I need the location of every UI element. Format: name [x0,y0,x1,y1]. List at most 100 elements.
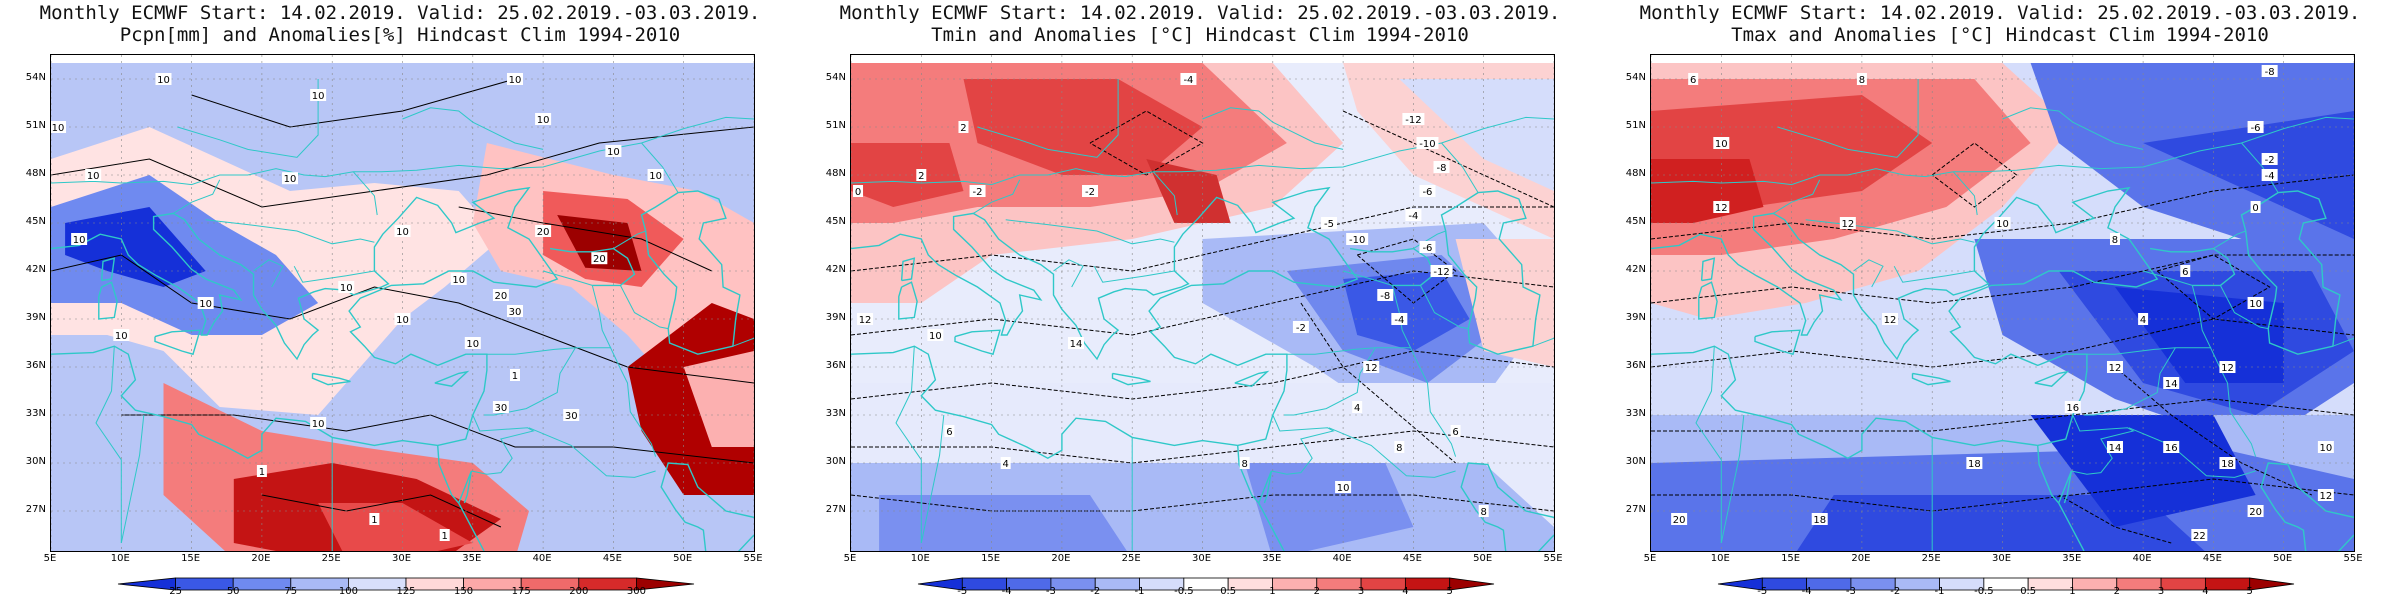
coastline [640,190,741,355]
contour-label: 10 [1713,137,1730,150]
svg-text:16: 16 [2165,443,2178,454]
contour-line [51,126,754,208]
contour-label: 10 [197,297,214,310]
contour-label: 6 [944,425,955,438]
country-border [1773,179,1821,214]
contour-label: -12 [1402,113,1425,126]
colorbar-cell [1894,577,1940,591]
svg-text:-12: -12 [1433,267,1449,278]
svg-text:8: 8 [2112,235,2118,246]
colorbar-label: -1 [1134,586,1145,597]
contour-label: 4 [2138,313,2149,326]
coastline [1258,470,1273,504]
svg-text:22: 22 [2193,531,2206,542]
contour-label: 10 [450,273,467,286]
contour-label: 8 [1856,73,1867,86]
colorbar-cell [1050,577,1096,591]
lon-tick-label: 25E [321,553,341,564]
svg-text:30: 30 [565,411,578,422]
colorbar-svg [117,577,695,591]
svg-text:1: 1 [371,515,377,526]
country-border [2219,285,2269,330]
contour-label: 0 [2250,201,2261,214]
panel-title-line1: Monthly ECMWF Start: 14.02.2019. Valid: … [1639,2,2361,24]
colorbar-svg [1717,577,2295,591]
svg-text:10: 10 [1996,219,2009,230]
coastline [51,186,559,459]
coastline [100,257,116,282]
country-border [610,347,657,457]
lon-tick-label: 5E [1643,553,1657,564]
country-border [641,142,679,193]
svg-text:10: 10 [396,227,409,238]
contour-label: 16 [2163,441,2180,454]
svg-text:10: 10 [199,299,212,310]
svg-text:2: 2 [918,171,924,182]
svg-text:6: 6 [1452,427,1458,438]
svg-text:2: 2 [960,123,966,134]
colorbar-cell [2116,577,2162,591]
lon-tick-label: 20E [1051,553,1071,564]
colorbar-label: -3 [1845,586,1856,597]
contour-label: 10 [282,172,299,185]
country-border [1532,337,1554,347]
svg-text:12: 12 [2109,363,2122,374]
svg-text:10: 10 [537,115,550,126]
svg-text:-8: -8 [1380,291,1390,302]
colorbar-label: 4 [2202,586,2209,597]
lat-tick-label: 36N [25,360,46,371]
lat-tick-label: 42N [825,264,846,275]
contour-label: 12 [1713,201,1730,214]
colorbar-label: 3 [1357,586,1365,597]
contour-label: 4 [1352,401,1363,414]
contour-label: 10 [113,329,130,342]
lat-tick-label: 45N [25,216,46,227]
contour-label: 8 [1394,441,1405,454]
contour-label: 1 [439,529,450,542]
svg-text:10: 10 [87,171,100,182]
contour-label: 10 [2247,297,2264,310]
coastline [900,257,916,282]
lon-tick-label: 15E [981,553,1001,564]
country-border [2128,427,2256,478]
country-border [1053,259,1084,288]
colorbar-label: 2 [2113,586,2120,597]
contour-label: -8 [2261,65,2278,78]
contour-label: 10 [394,225,411,238]
country-border [2241,142,2279,193]
contour-label: 6 [2180,265,2191,278]
svg-text:10: 10 [452,275,465,286]
colorbar-cell [1272,577,1318,591]
lat-tick-label: 39N [25,312,46,323]
colorbar-label: 5 [2246,586,2253,597]
lon-tick-label: 45E [2202,553,2222,564]
contour-line [51,254,754,384]
lat-tick-label: 30N [1625,456,1646,467]
lat-tick-label: 33N [25,408,46,419]
colorbar-cell [1850,577,1896,591]
coastline [851,186,1359,459]
colorbar-cell [1717,577,1763,591]
lon-tick-label: 35E [462,553,482,564]
svg-text:-6: -6 [1422,187,1432,198]
panel-title-line1: Monthly ECMWF Start: 14.02.2019. Valid: … [839,2,1561,24]
svg-text:6: 6 [1690,75,1696,86]
country-border [402,107,544,150]
svg-text:-12: -12 [1405,115,1421,126]
coastline [1460,462,1554,551]
country-border [486,285,612,355]
lat-tick-label: 27N [1625,504,1646,515]
svg-text:10: 10 [340,283,353,294]
anomaly-shading [1399,79,1554,191]
lon-tick-label: 35E [1262,553,1282,564]
svg-text:10: 10 [73,235,86,246]
lat-tick-label: 51N [1625,120,1646,131]
contour-label: 22 [2191,529,2208,542]
contour-label: 2 [916,169,927,182]
map-area: -4 2 2 0 -2 -2 -12 -10 -8 -6 -4 -5 -10 -6 -12 -8 -4 -2 12 1… [850,54,1555,552]
anomaly-shading [1343,271,1470,351]
svg-text:14: 14 [1070,339,1083,350]
contour-label: 12 [1882,313,1899,326]
contour-label: 12 [2317,489,2334,502]
panel-tmin: Monthly ECMWF Start: 14.02.2019. Valid: … [800,0,1600,600]
